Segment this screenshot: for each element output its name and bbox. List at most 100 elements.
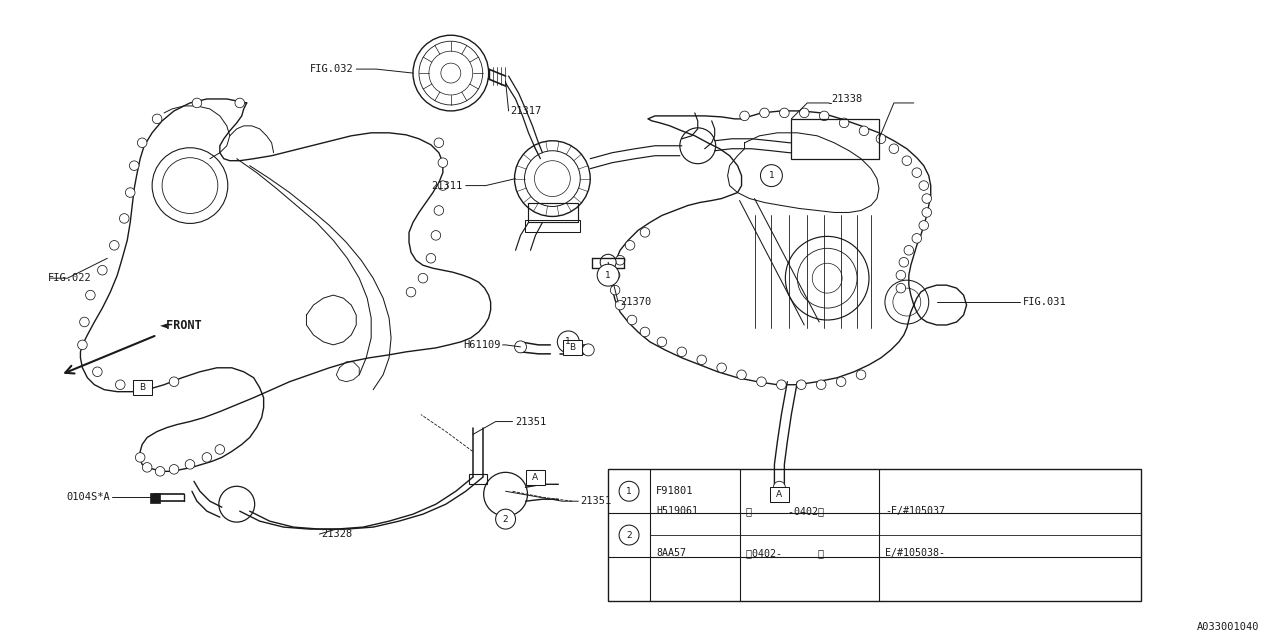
Circle shape bbox=[169, 377, 179, 387]
Circle shape bbox=[859, 126, 869, 136]
Text: E/#105038-: E/#105038- bbox=[884, 548, 945, 559]
Circle shape bbox=[620, 525, 639, 545]
Circle shape bbox=[438, 158, 448, 168]
Circle shape bbox=[129, 161, 140, 170]
Text: H61109: H61109 bbox=[463, 340, 500, 350]
Circle shape bbox=[620, 481, 639, 501]
Bar bbox=[133, 380, 151, 395]
Text: FIG.022: FIG.022 bbox=[47, 273, 91, 283]
Circle shape bbox=[136, 452, 145, 462]
Circle shape bbox=[97, 266, 108, 275]
Text: 2: 2 bbox=[503, 515, 508, 524]
Text: B: B bbox=[140, 383, 145, 392]
Circle shape bbox=[677, 347, 686, 356]
Text: 0104S*A: 0104S*A bbox=[67, 492, 110, 502]
Circle shape bbox=[896, 284, 906, 293]
Text: 1: 1 bbox=[626, 487, 632, 496]
Circle shape bbox=[922, 194, 932, 204]
Text: 8AA57: 8AA57 bbox=[655, 548, 686, 559]
Circle shape bbox=[657, 337, 667, 347]
Text: B: B bbox=[570, 344, 575, 353]
Bar bbox=[525, 220, 580, 232]
Text: 21338: 21338 bbox=[831, 94, 863, 104]
Circle shape bbox=[119, 214, 129, 223]
Bar bbox=[771, 487, 788, 502]
Circle shape bbox=[582, 344, 594, 356]
Circle shape bbox=[155, 467, 165, 476]
Circle shape bbox=[777, 380, 786, 390]
Circle shape bbox=[896, 271, 906, 280]
Circle shape bbox=[904, 246, 914, 255]
Text: A: A bbox=[777, 490, 782, 499]
Circle shape bbox=[215, 445, 224, 454]
Circle shape bbox=[760, 164, 782, 187]
Text: FIG.031: FIG.031 bbox=[1023, 297, 1068, 307]
Bar bbox=[608, 469, 1140, 601]
Text: 21370: 21370 bbox=[620, 297, 652, 307]
Circle shape bbox=[611, 285, 620, 295]
Circle shape bbox=[919, 181, 928, 190]
Circle shape bbox=[740, 111, 749, 121]
Circle shape bbox=[186, 460, 195, 469]
Circle shape bbox=[913, 168, 922, 177]
Circle shape bbox=[79, 317, 90, 327]
Bar bbox=[791, 119, 879, 159]
Circle shape bbox=[434, 138, 444, 148]
Text: 〈0402-      〉: 〈0402- 〉 bbox=[745, 548, 823, 559]
Bar bbox=[468, 474, 486, 484]
Circle shape bbox=[756, 377, 767, 387]
Bar bbox=[150, 493, 160, 503]
Text: 21317: 21317 bbox=[511, 106, 541, 116]
Text: FIG.032: FIG.032 bbox=[310, 64, 353, 74]
Text: A: A bbox=[532, 473, 539, 482]
Circle shape bbox=[717, 363, 727, 372]
Circle shape bbox=[625, 241, 635, 250]
Text: 2: 2 bbox=[626, 531, 632, 540]
Circle shape bbox=[913, 234, 922, 243]
Circle shape bbox=[737, 370, 746, 380]
Text: 21351: 21351 bbox=[516, 417, 547, 426]
Bar bbox=[529, 202, 579, 223]
Circle shape bbox=[640, 228, 650, 237]
Text: 21351: 21351 bbox=[580, 496, 612, 506]
Text: 1: 1 bbox=[566, 337, 571, 346]
Circle shape bbox=[899, 257, 909, 267]
Circle shape bbox=[86, 291, 95, 300]
Circle shape bbox=[557, 331, 580, 353]
Circle shape bbox=[419, 273, 428, 283]
Circle shape bbox=[110, 241, 119, 250]
Circle shape bbox=[92, 367, 102, 376]
Bar bbox=[526, 470, 545, 484]
Circle shape bbox=[515, 341, 526, 353]
Text: H519061: H519061 bbox=[655, 506, 698, 516]
Circle shape bbox=[922, 208, 932, 217]
Text: 1: 1 bbox=[768, 171, 774, 180]
Circle shape bbox=[236, 98, 244, 108]
Circle shape bbox=[598, 264, 620, 286]
Circle shape bbox=[773, 481, 786, 493]
Circle shape bbox=[125, 188, 134, 197]
Circle shape bbox=[426, 253, 435, 263]
Circle shape bbox=[919, 221, 928, 230]
Circle shape bbox=[169, 465, 179, 474]
Circle shape bbox=[406, 287, 416, 297]
Circle shape bbox=[616, 255, 625, 265]
Circle shape bbox=[819, 111, 829, 121]
Text: -E/#105037: -E/#105037 bbox=[884, 506, 945, 516]
Circle shape bbox=[817, 380, 826, 390]
Text: F91801: F91801 bbox=[655, 486, 694, 496]
Circle shape bbox=[890, 144, 899, 154]
Circle shape bbox=[137, 138, 147, 148]
Text: 〈      -0402〉: 〈 -0402〉 bbox=[745, 506, 823, 516]
Circle shape bbox=[115, 380, 125, 390]
Circle shape bbox=[431, 230, 440, 240]
Circle shape bbox=[840, 118, 849, 127]
Circle shape bbox=[796, 380, 806, 390]
Circle shape bbox=[836, 377, 846, 387]
Bar bbox=[563, 340, 581, 355]
Circle shape bbox=[800, 108, 809, 118]
Circle shape bbox=[762, 166, 781, 186]
Circle shape bbox=[142, 463, 152, 472]
Text: ◄FRONT: ◄FRONT bbox=[160, 319, 202, 332]
Circle shape bbox=[152, 114, 161, 124]
